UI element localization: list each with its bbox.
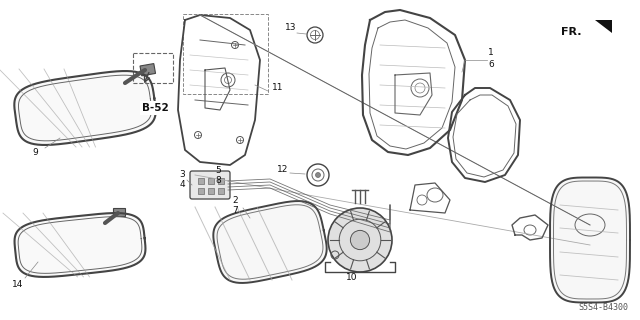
Text: 2: 2 — [232, 196, 238, 205]
Polygon shape — [595, 20, 612, 33]
Polygon shape — [550, 178, 630, 302]
Bar — [218, 178, 224, 184]
Text: 9: 9 — [32, 148, 38, 157]
Text: 12: 12 — [276, 165, 288, 174]
Text: 10: 10 — [346, 273, 358, 282]
Bar — [113, 208, 125, 216]
Bar — [183, 14, 268, 94]
Text: 11: 11 — [272, 83, 284, 92]
Polygon shape — [213, 201, 326, 283]
Bar — [208, 178, 214, 184]
Bar — [218, 188, 224, 194]
Text: 7: 7 — [232, 206, 238, 215]
Bar — [198, 178, 204, 184]
Ellipse shape — [316, 172, 321, 178]
Text: 3: 3 — [179, 170, 185, 179]
Bar — [208, 188, 214, 194]
Text: 6: 6 — [488, 60, 493, 69]
Bar — [133, 53, 173, 83]
Text: S5S4-B4300: S5S4-B4300 — [578, 303, 628, 312]
Polygon shape — [14, 71, 156, 145]
FancyBboxPatch shape — [190, 171, 230, 199]
Text: 14: 14 — [12, 280, 24, 289]
Text: 13: 13 — [285, 23, 296, 32]
Bar — [140, 64, 156, 76]
Bar — [198, 188, 204, 194]
Polygon shape — [15, 213, 145, 277]
Text: B-52: B-52 — [141, 103, 168, 113]
Ellipse shape — [328, 208, 392, 272]
Text: 4: 4 — [179, 180, 185, 189]
Text: FR.: FR. — [561, 27, 582, 37]
Ellipse shape — [351, 230, 370, 250]
Text: 8: 8 — [215, 176, 221, 185]
Text: 5: 5 — [215, 166, 221, 175]
Text: 1: 1 — [488, 48, 493, 57]
